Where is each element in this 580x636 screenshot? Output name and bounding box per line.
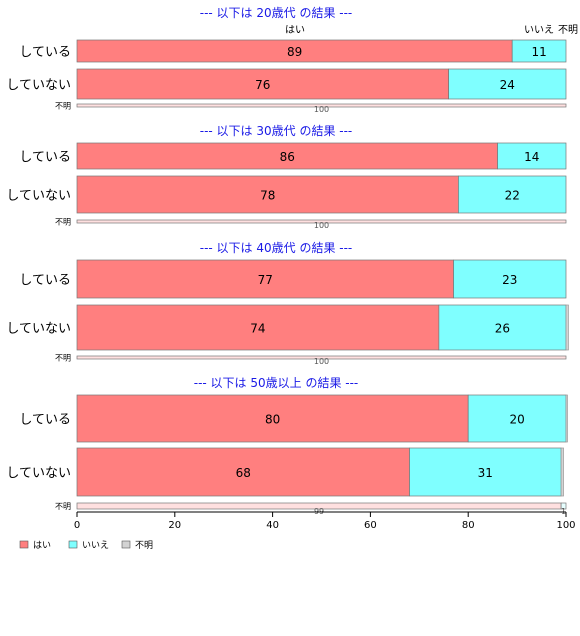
bar-value-label: 14	[524, 150, 539, 164]
x-tick-label: 40	[266, 520, 279, 531]
bar-value-label: 100	[314, 221, 329, 230]
column-header-2: いいえ	[524, 24, 554, 36]
bar-value-label: 100	[314, 357, 329, 366]
legend-label: いいえ	[82, 540, 109, 551]
bar-segment-いいえ	[511, 39, 567, 63]
row-label: していない	[6, 189, 71, 204]
panel-title-2: --- 以下は 30歳代 の結果 ---	[200, 124, 353, 138]
bar-value-label: 11	[531, 45, 546, 59]
x-tick-label: 20	[168, 520, 181, 531]
x-tick-label: 100	[556, 520, 575, 531]
bar-segment-はい	[76, 175, 459, 214]
column-header-1: はい	[285, 24, 305, 36]
bar-segment-いいえ	[409, 447, 562, 497]
bar-value-label: 76	[255, 78, 270, 92]
bar-segment-いいえ	[458, 175, 567, 214]
x-tick-label: 0	[74, 520, 80, 531]
legend-swatch	[68, 540, 78, 549]
row-label: 不明	[55, 102, 71, 111]
bar-segment-はい	[76, 219, 567, 224]
legend-label: はい	[33, 540, 51, 551]
bar-segment-不明	[565, 394, 568, 443]
bar-segment-いいえ	[453, 259, 567, 299]
legend-swatch	[121, 540, 131, 549]
row-label: していない	[6, 466, 71, 481]
bar-value-label: 74	[250, 322, 265, 336]
bar-value-label: 26	[495, 322, 510, 336]
row-label: 不明	[55, 218, 71, 227]
row-label: している	[19, 273, 71, 288]
bar-value-label: 86	[280, 150, 295, 164]
panel-title-1: --- 以下は 20歳代 の結果 ---	[200, 6, 353, 20]
bar-value-label: 100	[314, 105, 329, 114]
bar-segment-はい	[76, 355, 567, 360]
bar-segment-いいえ	[438, 304, 567, 351]
bar-segment-いいえ	[560, 502, 567, 510]
bar-value-label: 24	[500, 78, 515, 92]
bar-value-label: 77	[258, 273, 273, 287]
column-header-3: 不明	[558, 24, 578, 36]
legend-swatch	[19, 540, 29, 549]
bar-segment-はい	[76, 142, 498, 170]
bar-segment-はい	[76, 68, 449, 100]
row-label: していない	[6, 322, 71, 337]
bar-value-label: 23	[502, 273, 517, 287]
bar-segment-いいえ	[497, 142, 567, 170]
bar-segment-いいえ	[448, 68, 567, 100]
bar-value-label: 68	[236, 466, 251, 480]
panel-title-4: --- 以下は 50歳以上 の結果 ---	[194, 376, 359, 390]
row-label: していない	[6, 78, 71, 93]
panel-title-3: --- 以下は 40歳代 の結果 ---	[200, 241, 353, 255]
bar-segment-いいえ	[467, 394, 567, 443]
bar-segment-はい	[76, 304, 440, 351]
bar-value-label: 78	[260, 189, 275, 203]
bar-value-label: 31	[478, 466, 493, 480]
bar-segment-はい	[76, 103, 567, 108]
row-label: している	[19, 413, 71, 428]
row-label: 不明	[55, 502, 71, 511]
bar-value-label: 80	[265, 413, 280, 427]
bar-value-label: 20	[509, 413, 524, 427]
bar-segment-不明	[565, 304, 569, 351]
x-tick-label: 60	[364, 520, 377, 531]
row-label: 不明	[55, 354, 71, 363]
legend-label: 不明	[135, 540, 153, 551]
bar-segment-はい	[76, 447, 410, 497]
bar-segment-不明	[560, 447, 564, 497]
row-label: している	[19, 150, 71, 165]
row-label: している	[19, 45, 71, 60]
x-tick-label: 80	[462, 520, 475, 531]
bar-segment-はい	[76, 394, 469, 443]
bar-value-label: 22	[505, 189, 520, 203]
bar-value-label: 89	[287, 45, 302, 59]
